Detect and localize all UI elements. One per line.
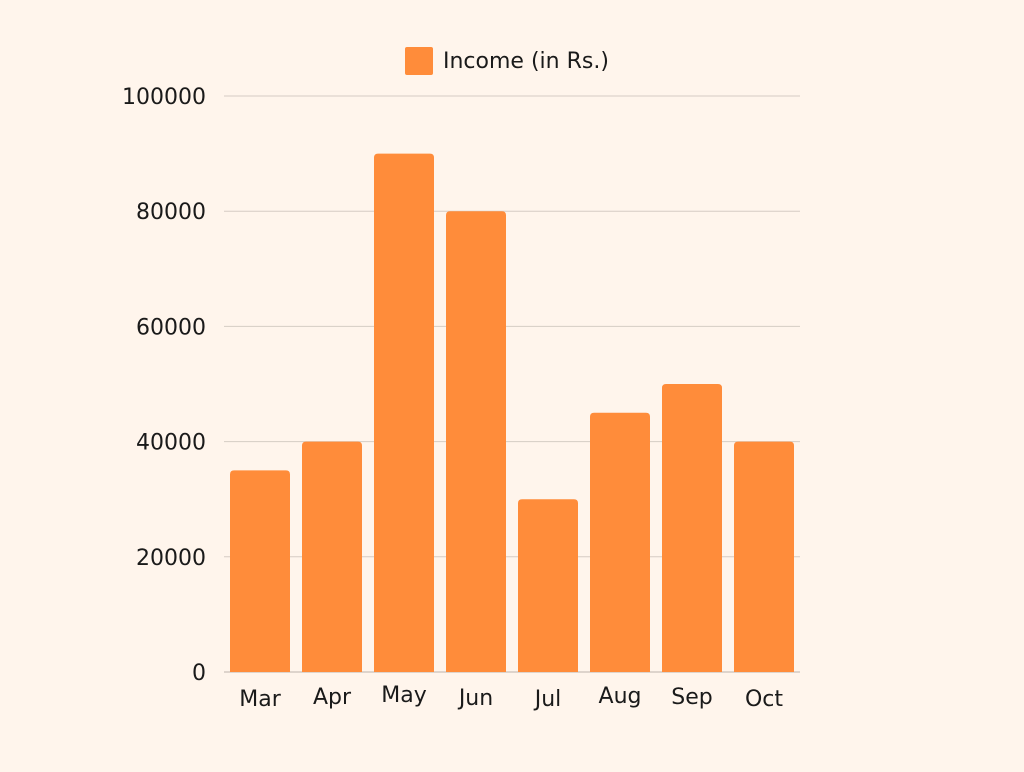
bars (230, 153, 794, 673)
y-tick-label: 0 (192, 661, 206, 686)
bar-jul (518, 499, 578, 672)
legend: Income (in Rs.) (405, 47, 609, 75)
bar-apr (302, 441, 362, 672)
x-tick-label-apr: Apr (313, 685, 352, 710)
x-tick-label-oct: Oct (745, 687, 783, 712)
y-tick-label: 100000 (122, 85, 206, 110)
y-tick-label: 80000 (136, 200, 206, 225)
x-tick-label-aug: Aug (599, 684, 642, 709)
x-axis-tick-labels: Mar Apr May Jun Jul Aug Sep Oct (239, 683, 783, 712)
bar-oct (734, 441, 794, 672)
bar-aug (590, 412, 650, 672)
bar-jun (446, 211, 506, 672)
y-tick-label: 40000 (136, 431, 206, 456)
x-tick-label-may: May (381, 683, 426, 708)
x-tick-label-mar: Mar (239, 687, 281, 712)
x-tick-label-jul: Jul (533, 687, 562, 712)
legend-label: Income (in Rs.) (443, 49, 609, 74)
bar-may (374, 153, 434, 673)
y-tick-label: 20000 (136, 546, 206, 571)
legend-swatch (405, 47, 433, 75)
y-axis-tick-labels: 0 20000 40000 60000 80000 100000 (122, 85, 206, 686)
x-tick-label-sep: Sep (671, 685, 712, 710)
y-tick-label: 60000 (136, 315, 206, 340)
bar-sep (662, 384, 722, 672)
x-tick-label-jun: Jun (457, 686, 493, 711)
bar-mar (230, 470, 290, 672)
